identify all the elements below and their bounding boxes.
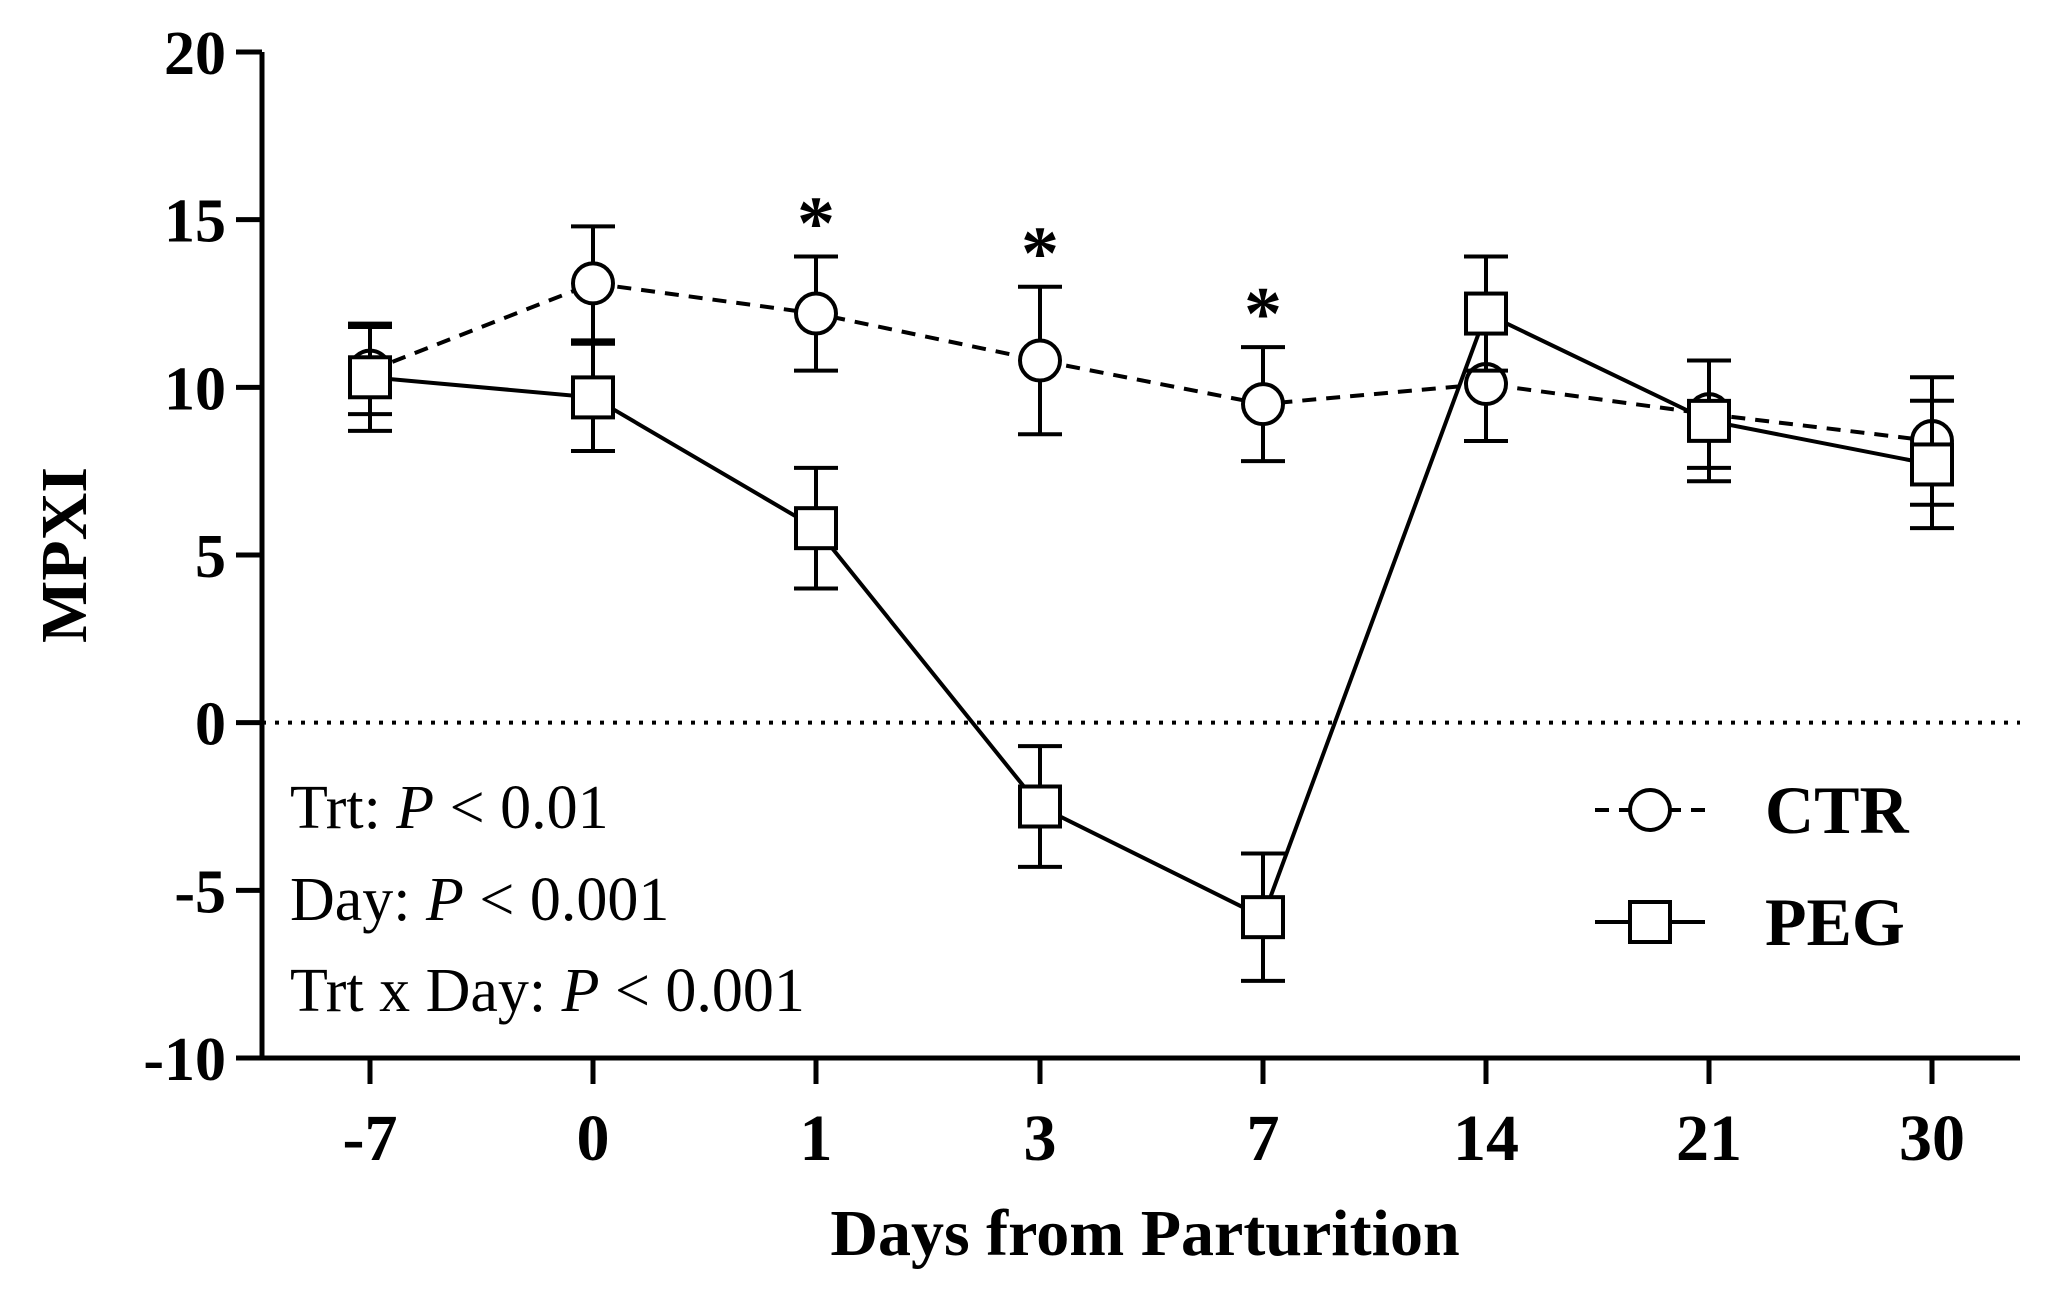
point-ctr (571, 261, 615, 306)
point-peg (1018, 784, 1062, 829)
series-peg-line (369, 310, 1933, 920)
legend-ctr-marker (1628, 788, 1672, 832)
point-peg (1241, 895, 1285, 940)
x-tick-label: 0 (577, 1102, 610, 1175)
stat-day-rest: < 0.001 (464, 866, 669, 934)
significance-asterisk: * (1244, 272, 1282, 356)
point-peg (1687, 398, 1731, 443)
legend: CTR PEG (1595, 772, 1909, 960)
point-peg (571, 375, 615, 420)
point-peg (1464, 291, 1508, 336)
stat-trt-day: Trt x Day: P < 0.001 (290, 957, 805, 1025)
significance-layer: * * * (797, 182, 1282, 357)
stat-trt-day-rest: < 0.001 (599, 957, 804, 1025)
significance-asterisk: * (797, 182, 835, 266)
x-tick-label: 1 (800, 1102, 833, 1175)
series-peg (348, 254, 1954, 983)
axes: 20 15 10 5 0 -5 -10 -7 0 1 3 7 14 21 30 (143, 20, 2020, 1175)
legend-entry-ctr: CTR (1595, 772, 1909, 848)
y-tick-label: 20 (164, 20, 226, 88)
y-tick-label: -5 (174, 858, 226, 926)
stat-trt-day-p: P (561, 957, 600, 1025)
y-tick-label: 15 (164, 188, 226, 256)
stat-trt-p: P (395, 774, 434, 842)
series-ctr-line (369, 281, 1933, 443)
stat-day: Day: P < 0.001 (290, 866, 669, 934)
point-peg (1910, 442, 1954, 487)
legend-peg-label: PEG (1765, 884, 1905, 960)
stats-annotation: Trt: P < 0.01 Day: P < 0.001 Trt x Day: … (290, 774, 805, 1025)
stat-trt-prefix: Trt: (290, 774, 396, 842)
stat-day-p: P (425, 866, 464, 934)
stat-trt-rest: < 0.01 (434, 774, 608, 842)
stat-trt-day-prefix: Trt x Day: (290, 957, 562, 1025)
legend-ctr-label: CTR (1765, 772, 1909, 848)
y-tick-label: -10 (143, 1026, 226, 1094)
x-tick-label: 7 (1247, 1102, 1280, 1175)
series-ctr (348, 224, 1954, 507)
y-axis-title: MPXI (28, 467, 101, 643)
legend-peg-marker (1628, 900, 1672, 944)
stat-trt: Trt: P < 0.01 (290, 774, 609, 842)
y-tick-label: 10 (164, 355, 226, 423)
x-tick-label: 3 (1024, 1102, 1057, 1175)
legend-entry-peg: PEG (1595, 884, 1905, 960)
point-peg (794, 506, 838, 551)
point-peg (348, 355, 392, 400)
x-axis-title: Days from Parturition (830, 1197, 1459, 1270)
series-layer (348, 224, 1954, 983)
x-tick-label: 21 (1676, 1102, 1742, 1175)
significance-asterisk: * (1021, 212, 1059, 296)
x-tick-label: -7 (343, 1102, 398, 1175)
stat-day-prefix: Day: (290, 866, 426, 934)
point-ctr (1018, 338, 1062, 383)
y-tick-label: 0 (195, 691, 226, 759)
point-ctr (794, 291, 838, 336)
point-ctr (1241, 382, 1285, 427)
x-tick-label: 14 (1453, 1102, 1519, 1175)
y-tick-label: 5 (195, 523, 226, 591)
x-tick-label: 30 (1899, 1102, 1965, 1175)
